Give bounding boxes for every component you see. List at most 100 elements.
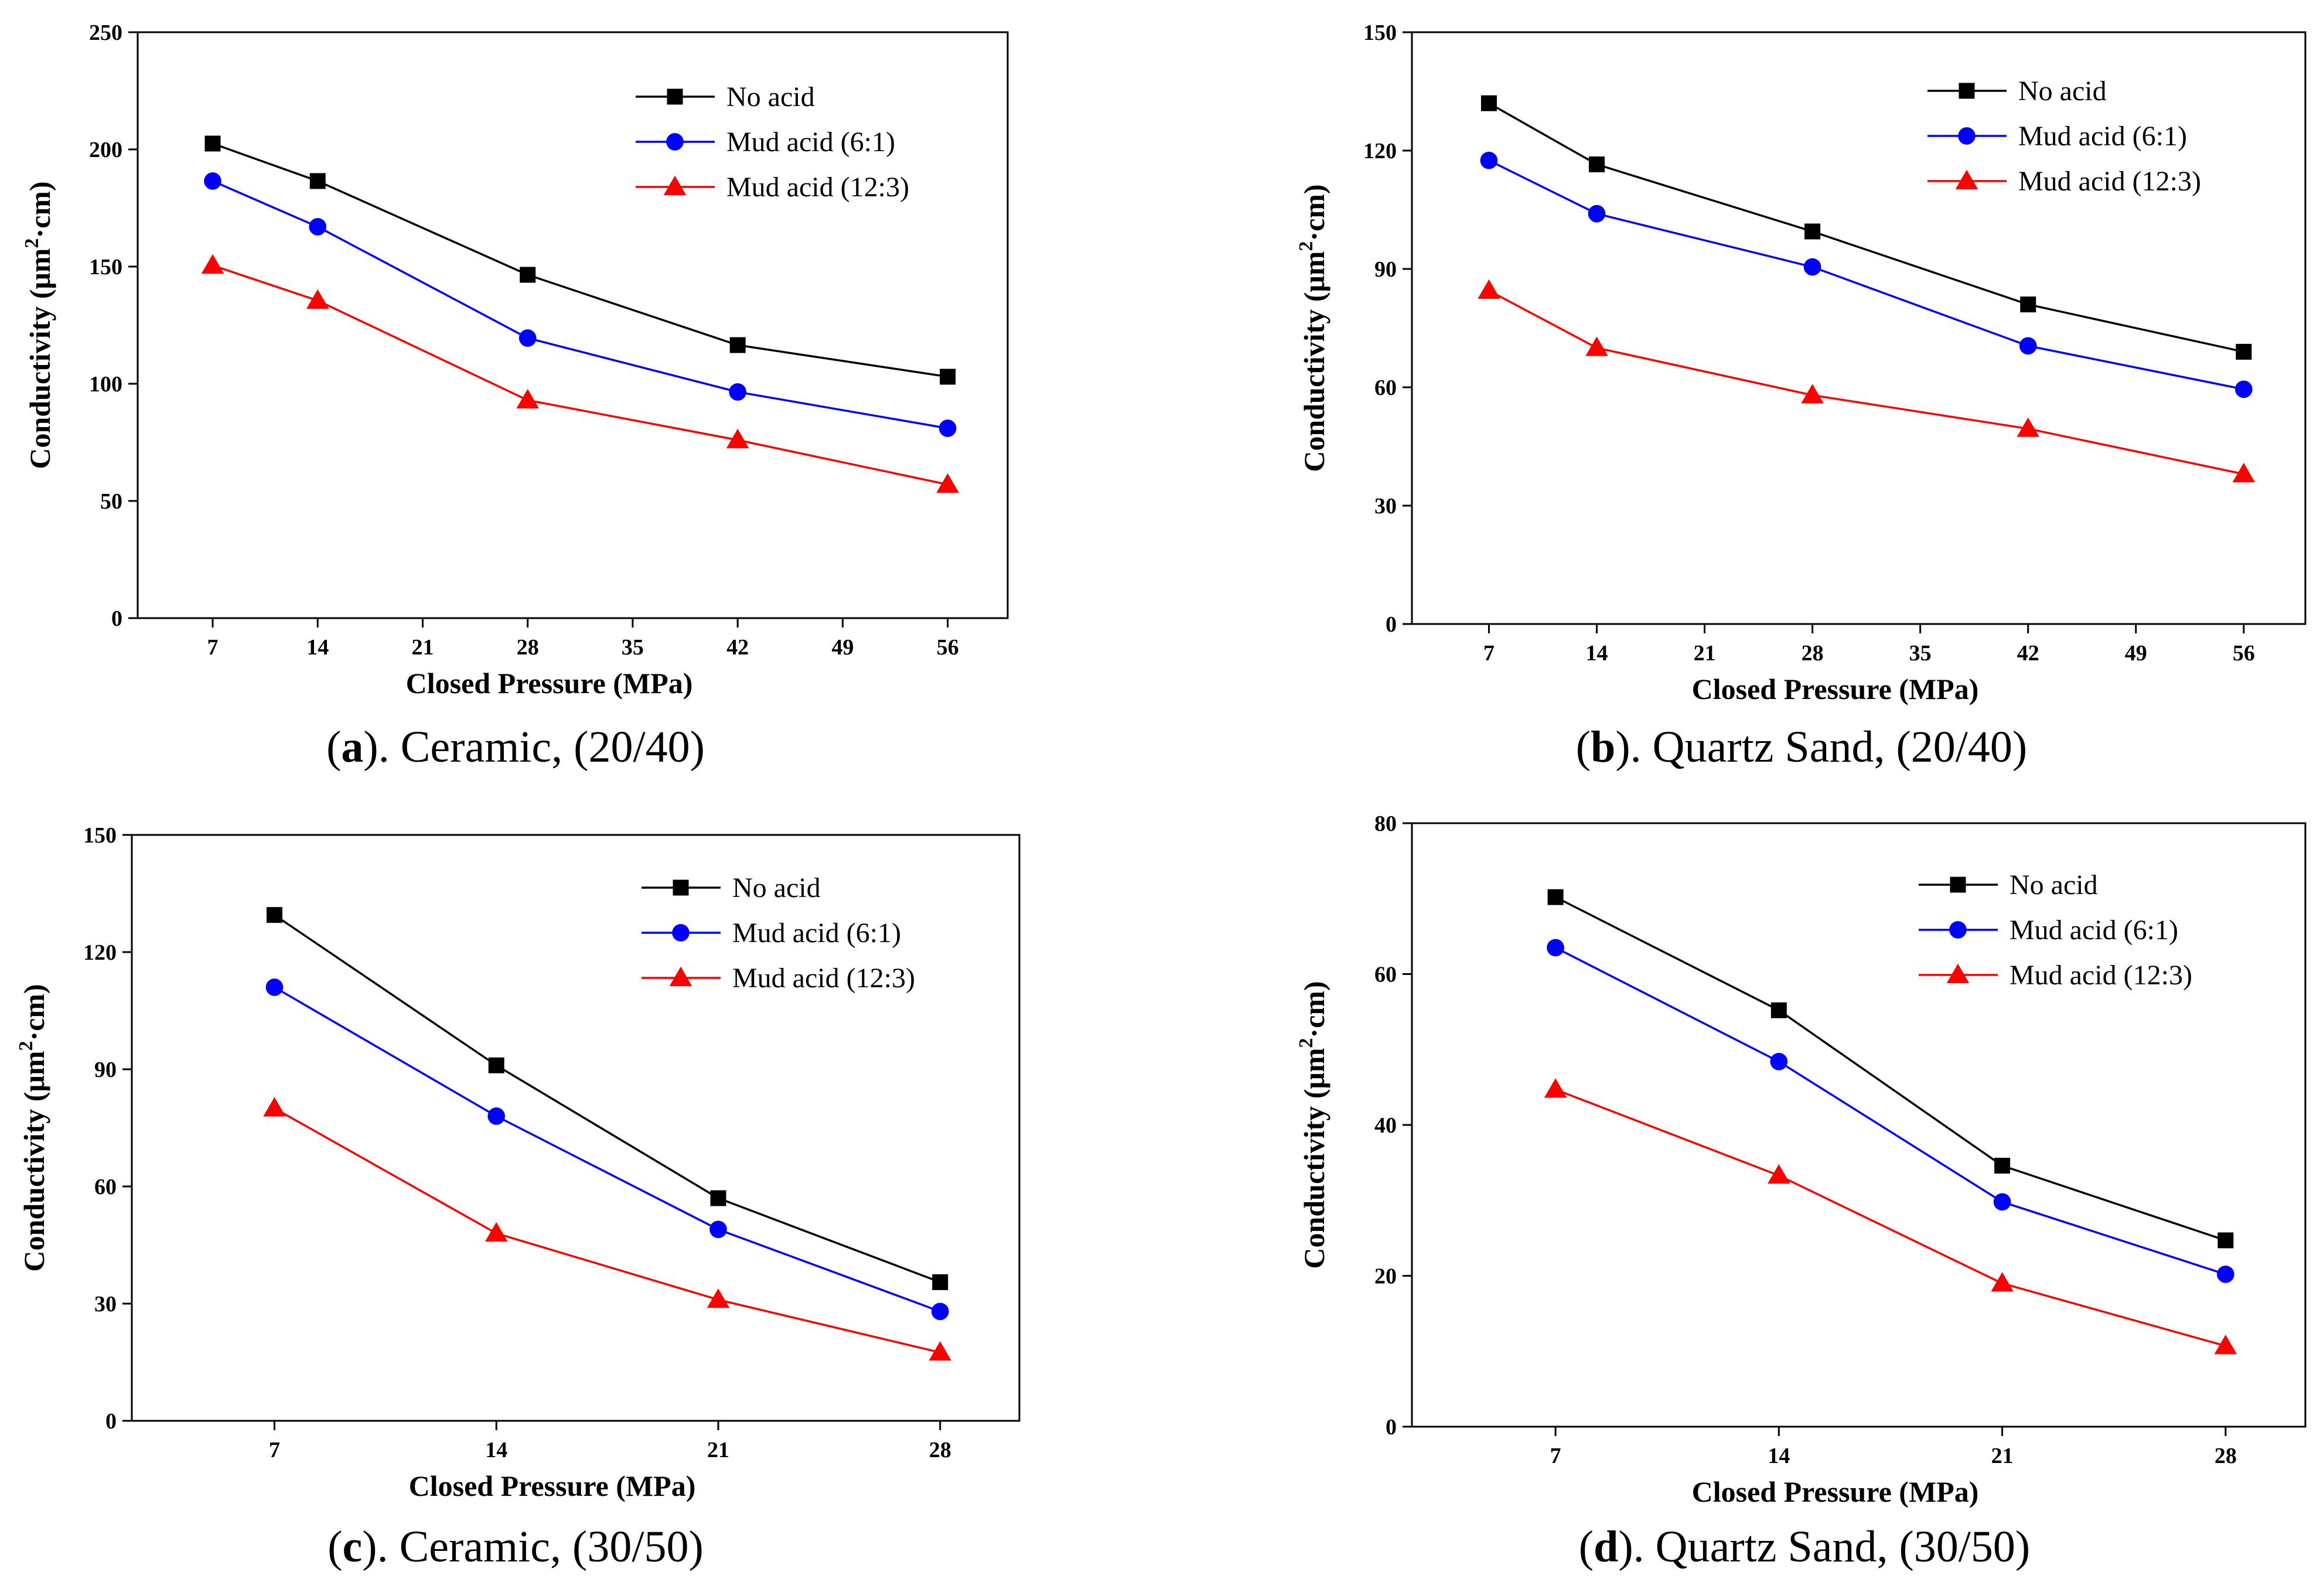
- chart0-xtick-label-3: 28: [517, 635, 539, 660]
- chart0-xtick-label-7: 56: [937, 635, 959, 660]
- chart3-caption: (d). Quartz Sand, (30/50): [1579, 1522, 2030, 1571]
- chart3-legend-label-2: Mud acid (12:3): [2009, 960, 2192, 991]
- chart3-series0-point2: [1994, 1158, 2011, 1174]
- chart0-xlabel: Closed Pressure (MPa): [406, 667, 693, 700]
- chart0-series0-point0: [204, 135, 221, 152]
- chart0-ytick-label-0: 0: [111, 606, 122, 631]
- chart1-xtick-label-7: 56: [2233, 641, 2255, 666]
- chart2-xlabel: Closed Pressure (MPa): [409, 1469, 696, 1502]
- chart0-ytick-label-3: 150: [89, 255, 122, 279]
- chart2-legend-label-1: Mud acid (6:1): [732, 918, 901, 949]
- chart0-legend-label-1: Mud acid (6:1): [726, 127, 895, 158]
- chart2-legend-label-2: Mud acid (12:3): [732, 963, 915, 994]
- chart0-series0-point4: [940, 369, 956, 385]
- chart-c: 7 14 21 28 0 30 60 90 120 150 Closed Pressure (MPa…: [15, 823, 1021, 1571]
- chart1-xtick-label-4: 35: [1909, 641, 1932, 666]
- chart3-xtick-label-2: 21: [1991, 1444, 2014, 1468]
- chart1-serieslegend0-point0: [1959, 83, 1975, 99]
- chart3-xtick-label-0: 7: [1550, 1444, 1561, 1468]
- chart1-frame: [1411, 31, 2307, 625]
- chart0-serieslegend1-point0: [666, 133, 684, 151]
- chart1-ytick-label-0: 0: [1386, 612, 1397, 637]
- chart2-series2-point2: [707, 1288, 730, 1308]
- chart1-series2-line: [1488, 289, 2244, 475]
- chart2-ytick-label-5: 150: [83, 823, 117, 848]
- chart1-serieslegend1-point0: [1958, 127, 1976, 145]
- chart2-xtick-label-0: 7: [269, 1438, 280, 1462]
- chart0-ytick-label-4: 200: [89, 138, 122, 162]
- chart2-frame: [131, 834, 1021, 1422]
- chart2-ytick-label-2: 60: [94, 1175, 117, 1199]
- chart3-series1-line: [1555, 946, 2226, 1276]
- chart-a: 7 14 21 28 35 42 49 56 0 50 100 150 200 250 Closed Pre…: [21, 21, 1009, 772]
- chart0-ytick-label-1: 50: [100, 489, 122, 514]
- chart2-series2-point0: [263, 1097, 286, 1117]
- chart0-ylabel: Conductivity (μm2·cm): [21, 181, 56, 469]
- chart3-xtick-label-3: 28: [2215, 1444, 2237, 1468]
- chart1-series2-point0: [1478, 279, 1500, 299]
- chart2-series1-line: [274, 986, 941, 1312]
- chart-b: 7 14 21 28 35 42 49 56 0 30 60 90 120 150 Closed Press…: [1295, 21, 2307, 772]
- chart0-xtick-label-0: 7: [207, 635, 219, 660]
- chart3-serieslegend2-point0: [1946, 963, 1970, 983]
- chart3-series1-point0: [1547, 939, 1564, 957]
- chart1-legend-label-0: No acid: [2018, 76, 2107, 107]
- chart0-serieslegend0-point0: [667, 88, 683, 105]
- chart2-series1-point3: [931, 1302, 949, 1321]
- chart1-series1-point0: [1480, 151, 1498, 169]
- chart0-caption: (a). Ceramic, (20/40): [326, 722, 705, 772]
- chart2-serieslegend1-point0: [672, 924, 690, 942]
- chart3-series2-point3: [2214, 1334, 2237, 1355]
- chart0-series1-point4: [939, 420, 957, 437]
- chart0-series2-point0: [201, 254, 224, 274]
- chart1-legend-label-1: Mud acid (6:1): [2018, 121, 2187, 152]
- chart0-frame: [137, 31, 1009, 619]
- chart2-series0-point2: [710, 1190, 726, 1206]
- chart3-series2-line: [1555, 1088, 2226, 1347]
- chart3-series2-point1: [1768, 1164, 1790, 1184]
- chart1-series1-point2: [1803, 258, 1821, 276]
- chart2-series2-point3: [929, 1341, 951, 1361]
- chart3-series1-point2: [1993, 1193, 2011, 1211]
- chart3-serieslegend0-point0: [1950, 877, 1966, 893]
- chart2-series0-line: [274, 914, 941, 1283]
- chart3-series1-point1: [1770, 1053, 1788, 1070]
- chart0-series2-point3: [726, 428, 749, 448]
- chart3-legend-label-0: No acid: [2009, 869, 2098, 901]
- chart2-series2-point1: [485, 1222, 508, 1242]
- chart0-ytick-label-5: 250: [89, 21, 122, 45]
- chart1-legend-label-2: Mud acid (12:3): [2018, 166, 2201, 197]
- chart0-xtick-label-6: 49: [831, 635, 854, 660]
- chart1-xtick-label-0: 7: [1483, 641, 1495, 666]
- chart2-ytick-label-3: 90: [94, 1058, 117, 1082]
- chart1-series2-point3: [2017, 417, 2039, 437]
- chart3-series1-point3: [2216, 1266, 2234, 1283]
- chart3-ytick-label-4: 80: [1374, 811, 1397, 836]
- chart1-caption: (b). Quartz Sand, (20/40): [1576, 722, 2027, 772]
- chart1-ytick-label-5: 150: [1363, 21, 1397, 45]
- chart3-ytick-label-3: 60: [1374, 963, 1397, 987]
- chart1-ytick-label-3: 90: [1374, 257, 1397, 282]
- chart1-series2-point1: [1585, 336, 1608, 356]
- chart0-series1-point0: [204, 172, 221, 190]
- chart2-series1-point2: [709, 1220, 727, 1239]
- chart3-frame: [1411, 822, 2307, 1428]
- chart0-xtick-label-5: 42: [726, 635, 749, 660]
- chart0-series2-point4: [936, 473, 959, 493]
- chart2-serieslegend2-point0: [669, 966, 692, 986]
- chart0-series0-point1: [309, 173, 326, 189]
- chart3-ytick-label-2: 40: [1374, 1113, 1397, 1138]
- chart1-xtick-label-5: 42: [2017, 641, 2039, 666]
- chart1-xtick-label-1: 14: [1586, 641, 1608, 666]
- chart2-series0-point0: [266, 907, 282, 923]
- chart0-series0-point2: [520, 267, 536, 283]
- chart1-series2-point2: [1801, 384, 1824, 404]
- chart3-xtick-label-1: 14: [1768, 1444, 1790, 1468]
- chart2-xtick-label-3: 28: [929, 1438, 951, 1462]
- chart2-series1-point1: [487, 1107, 506, 1125]
- chart-d: 7 14 21 28 0 20 40 60 80 Closed Pressure (MPa) Con…: [1295, 811, 2307, 1571]
- chart1-series0-point3: [2020, 296, 2036, 313]
- chart2-series0-point1: [488, 1057, 504, 1073]
- chart0-ytick-label-2: 100: [89, 372, 122, 397]
